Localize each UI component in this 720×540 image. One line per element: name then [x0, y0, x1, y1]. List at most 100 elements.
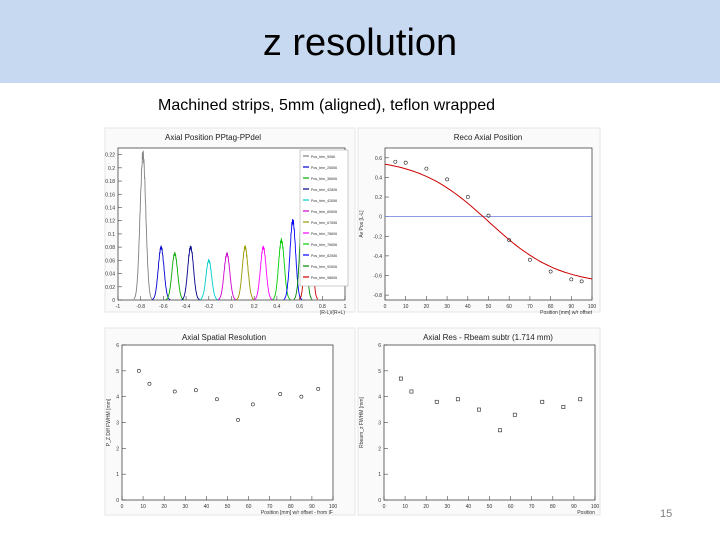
x-tick-label: -0.4	[182, 304, 191, 310]
legend-label: Pos_trim_5066	[311, 155, 335, 159]
y-tick-label: 0	[112, 298, 115, 304]
x-tick-label: 0.6	[296, 304, 303, 310]
x-tick-label: 50	[487, 504, 493, 510]
y-tick-label: 0.22	[105, 153, 115, 159]
chart-title: Axial Spatial Resolution	[182, 333, 266, 342]
x-tick-label: 70	[529, 504, 535, 510]
y-tick-label: 0.16	[105, 192, 115, 198]
y-tick-label: 2	[378, 446, 381, 452]
y-tick-label: 0	[116, 498, 119, 504]
x-tick-label: 40	[465, 304, 471, 310]
legend-label: Pos_trim_98606	[311, 276, 337, 280]
data-point	[393, 159, 398, 164]
data-point	[569, 277, 574, 282]
data-point	[548, 269, 553, 274]
y-tick-label: 0.2	[375, 195, 382, 201]
x-tick-label: 0	[384, 304, 387, 310]
page-number: 15	[660, 508, 673, 520]
x-tick-label: 10	[402, 504, 408, 510]
legend-label: Pos_trim_42656	[311, 199, 337, 203]
data-point	[172, 389, 177, 394]
x-tick-label: 70	[527, 304, 533, 310]
series-line-1	[133, 150, 153, 300]
x-tick-label: 0.4	[273, 304, 280, 310]
data-point	[455, 397, 460, 402]
y-tick-label: 0.14	[105, 205, 115, 211]
x-tick-label: 20	[424, 304, 430, 310]
fit-curve	[384, 163, 593, 280]
x-tick-label: 30	[445, 504, 451, 510]
y-axis-label: P_Z Diff FWHM [mm]	[106, 398, 112, 446]
x-axis-label: Position [mm] w/r offset - from IF	[261, 510, 333, 516]
title-band	[0, 0, 720, 83]
plot-frame	[121, 344, 334, 501]
data-point	[278, 392, 283, 396]
data-point	[445, 177, 450, 182]
x-tick-label: -0.2	[204, 304, 213, 310]
series-line-6	[217, 252, 237, 301]
x-tick-label: 0	[121, 504, 124, 510]
x-tick-label: 0	[383, 504, 386, 510]
y-tick-label: 4	[116, 395, 119, 401]
y-tick-label: -0.6	[373, 273, 382, 279]
data-point	[434, 399, 439, 404]
slide-subtitle: Machined strips, 5mm (aligned), teflon w…	[158, 97, 496, 114]
x-tick-label: 10	[140, 504, 146, 510]
data-point	[398, 376, 403, 381]
x-tick-label: 100	[588, 304, 597, 310]
data-point	[299, 394, 304, 399]
data-point	[236, 418, 240, 422]
y-tick-label: 5	[378, 369, 381, 375]
legend-label: Pos_trim_36606	[311, 177, 337, 181]
data-point	[403, 160, 408, 165]
legend-label: Pos_trim_82556	[311, 254, 337, 258]
y-tick-label: 0.6	[375, 156, 382, 162]
y-tick-label: 0.04	[105, 272, 115, 278]
data-point	[136, 368, 141, 373]
x-tick-label: 30	[444, 304, 450, 310]
x-tick-label: -0.8	[136, 304, 145, 310]
series-line-7	[235, 245, 255, 301]
plot-frame	[384, 147, 593, 301]
data-point	[528, 257, 532, 262]
x-tick-label: 70	[267, 504, 273, 510]
series-line-4	[181, 245, 200, 301]
x-tick-label: 50	[225, 504, 231, 510]
y-tick-label: 2	[116, 446, 119, 452]
legend-label: Pos_trim_25656	[311, 166, 337, 170]
y-tick-label: 0.1	[108, 232, 115, 238]
data-point	[316, 387, 321, 391]
y-tick-label: 6	[116, 343, 119, 349]
data-point	[465, 195, 470, 199]
y-tick-label: -0.4	[373, 254, 382, 260]
data-point	[193, 388, 198, 393]
series-line-8	[254, 245, 273, 301]
series-line-2	[151, 245, 171, 301]
y-tick-label: 6	[378, 343, 381, 349]
data-point	[561, 405, 566, 409]
y-axis-label: Rbeam_z FWHM [mm]	[359, 396, 365, 447]
data-point	[512, 412, 517, 417]
data-point	[424, 166, 429, 171]
x-tick-label: 90	[309, 504, 315, 510]
y-tick-label: 0.12	[105, 219, 115, 225]
x-tick-label: 60	[508, 504, 514, 510]
x-tick-label: 10	[403, 304, 409, 310]
x-tick-label: 90	[569, 304, 575, 310]
x-axis-label: Position [mm] w/r offset	[540, 310, 592, 316]
x-tick-label: 30	[183, 504, 189, 510]
y-tick-label: -0.2	[373, 234, 382, 240]
data-point	[477, 407, 481, 412]
legend-label: Pos_trim_76656	[311, 243, 337, 247]
series-line-10	[283, 218, 303, 300]
chart-4: Axial Res - Rbeam subtr (1.714 mm)0 10 20 3…	[357, 327, 601, 516]
legend-label: Pos_trim_60606	[311, 210, 337, 214]
data-point	[579, 279, 584, 284]
chart-2: Reco Axial Position 0 10 20 30 40 50 60 70 80 90 10…	[357, 127, 601, 316]
y-axis-label: Av Pos [L-L]	[359, 210, 365, 238]
x-tick-label: 80	[288, 504, 294, 510]
data-point	[498, 428, 502, 433]
data-point	[215, 397, 219, 402]
